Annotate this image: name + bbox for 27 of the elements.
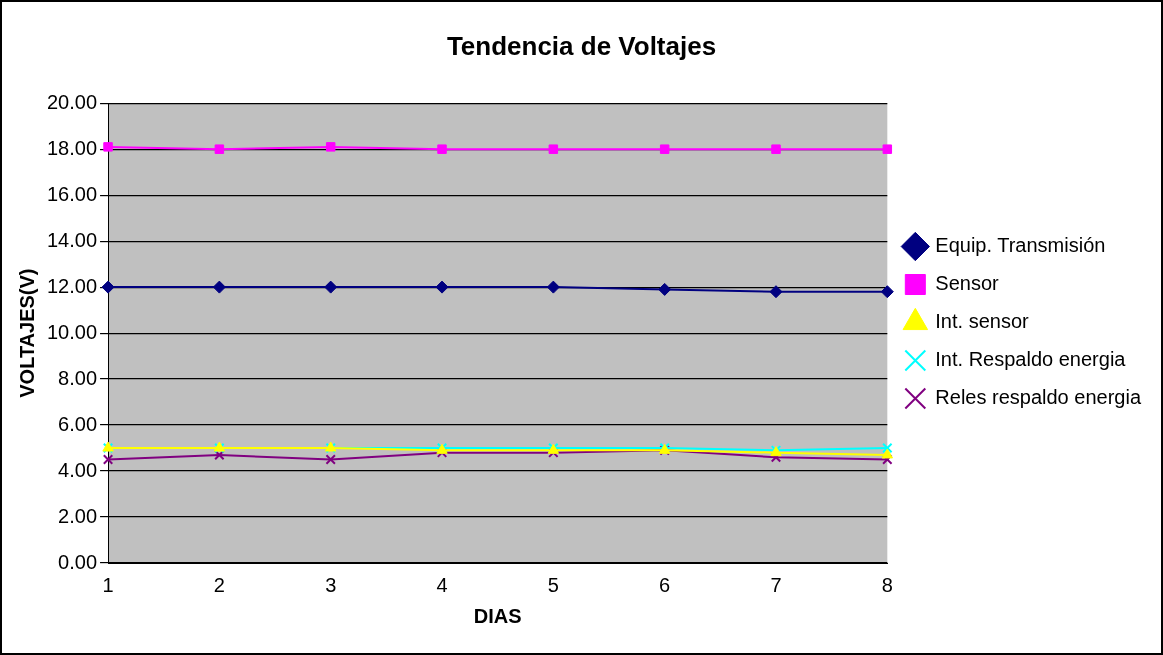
chart-title: Tendencia de Voltajes xyxy=(446,30,717,61)
y-tick-label: 6.00 xyxy=(58,412,98,435)
x-tick-label: 3 xyxy=(325,573,337,596)
x-tick-label: 1 xyxy=(102,573,114,596)
y-tick-label: 0.00 xyxy=(58,550,98,573)
y-tick-label: 4.00 xyxy=(58,458,98,481)
y-tick-label: 8.00 xyxy=(58,366,98,389)
y-tick-label: 12.00 xyxy=(46,274,98,297)
x-tick-label: 5 xyxy=(547,573,559,596)
x-tick-label: 2 xyxy=(213,573,225,596)
x-tick-label: 8 xyxy=(881,573,893,596)
y-tick-label: 18.00 xyxy=(46,136,98,159)
x-tick-label: 4 xyxy=(436,573,448,596)
x-axis-title: DIAS xyxy=(473,604,522,627)
y-tick-label: 14.00 xyxy=(46,228,98,251)
legend-label: Sensor xyxy=(935,272,1000,295)
y-tick-label: 20.00 xyxy=(46,90,98,113)
y-axis-title: VOLTAJES(V) xyxy=(15,268,38,398)
x-tick-label: 7 xyxy=(770,573,782,596)
y-tick-label: 16.00 xyxy=(46,182,98,205)
legend-label: Int. sensor xyxy=(935,310,1030,333)
x-tick-label: 6 xyxy=(659,573,671,596)
legend-label: Reles respaldo energia xyxy=(935,386,1142,409)
legend-label: Equip. Transmisión xyxy=(935,234,1106,257)
y-tick-label: 10.00 xyxy=(46,320,98,343)
y-tick-label: 2.00 xyxy=(58,504,98,527)
legend-label: Int. Respaldo energia xyxy=(935,348,1127,371)
